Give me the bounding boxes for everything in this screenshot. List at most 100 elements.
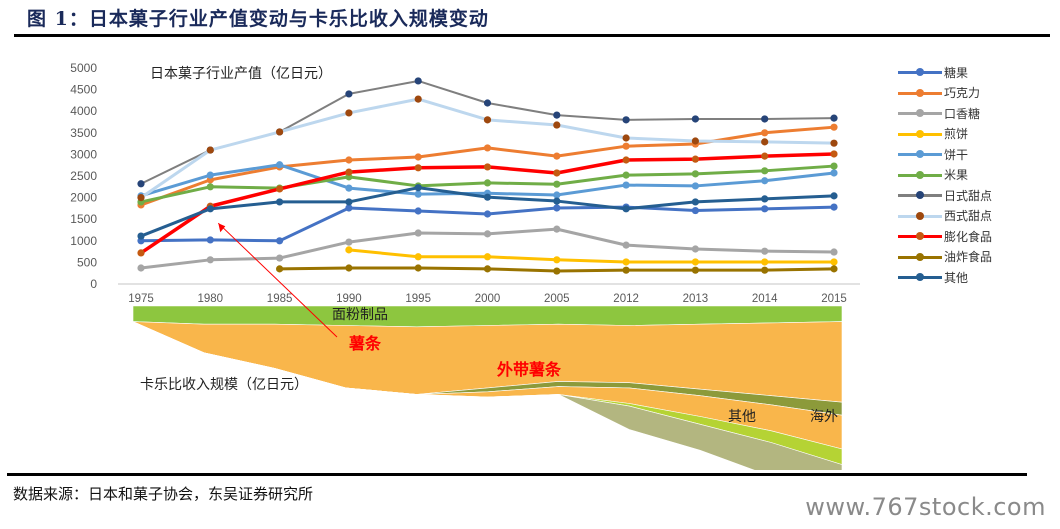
data-point (830, 150, 838, 158)
legend-item: 巧克力 (898, 83, 992, 104)
data-point (691, 198, 700, 206)
data-point (691, 245, 700, 253)
data-point (276, 254, 284, 262)
data-point (553, 256, 561, 264)
series-3 (345, 246, 838, 266)
series-10 (137, 184, 838, 240)
data-point (691, 206, 700, 215)
x-tick-label: 2012 (613, 293, 639, 305)
data-point (553, 204, 561, 212)
x-tick-label: 1995 (405, 293, 431, 305)
data-point (483, 265, 492, 273)
data-point (414, 184, 422, 192)
data-point (553, 197, 561, 205)
data-point (830, 123, 838, 131)
data-point (691, 155, 700, 163)
x-tick-label: 2013 (683, 293, 709, 305)
data-point (345, 168, 353, 176)
y-tick-label: 2500 (70, 169, 97, 183)
data-point (206, 236, 214, 244)
data-point (761, 129, 769, 137)
x-tick-label: 1980 (198, 293, 224, 305)
data-point (483, 193, 492, 201)
data-point (483, 99, 492, 107)
legend-label: 口香糖 (944, 106, 981, 121)
legend-swatch (898, 211, 942, 221)
x-tick-label: 1985 (267, 293, 293, 305)
data-point (414, 229, 422, 237)
area-label-overseas: 海外 (810, 409, 838, 425)
area-chart-title: 卡乐比收入规模（亿日元） (140, 377, 308, 393)
y-tick-label: 4000 (70, 104, 97, 118)
legend-item: 西式甜点 (898, 206, 992, 227)
legend-label: 膨化食品 (944, 229, 993, 244)
source-note: 数据来源：日本和菓子协会，东吴证券研究所 (13, 485, 314, 503)
data-point (414, 207, 422, 215)
area-label-other: 其他 (728, 409, 756, 425)
data-point (691, 170, 700, 178)
data-point (830, 258, 838, 266)
area-label-takeout-fries: 外带薯条 (496, 360, 562, 379)
line-chart-axes: 0 500 1000 1500 2000 2500 3000 3500 4000 4500 5000… (70, 61, 860, 305)
y-tick-label: 3500 (70, 126, 97, 140)
data-point (206, 146, 214, 154)
legend-label: 饼干 (944, 147, 969, 162)
chart-canvas: 0 500 1000 1500 2000 2500 3000 3500 4000 4500 5000… (70, 61, 860, 470)
legend-item: 日式甜点 (898, 185, 992, 206)
data-point (345, 90, 353, 98)
area-chart (132, 305, 843, 470)
data-point (553, 225, 561, 233)
data-point (483, 144, 492, 152)
data-point (483, 163, 492, 171)
legend-label: 煎饼 (944, 127, 969, 142)
data-point (691, 182, 700, 190)
data-point (276, 185, 284, 193)
data-point (691, 266, 700, 274)
figure-title: 图 1：日本菓子行业产值变动与卡乐比收入规模变动 (27, 8, 489, 30)
legend-label: 糖果 (944, 65, 969, 80)
data-point (553, 180, 561, 188)
data-point (137, 194, 145, 202)
annotation-arrowhead (218, 223, 226, 233)
y-tick-label: 4500 (70, 83, 97, 97)
data-point (830, 203, 838, 211)
data-point (622, 142, 630, 150)
data-point (761, 177, 769, 185)
data-point (345, 198, 353, 206)
data-point (553, 267, 561, 275)
series-7 (137, 95, 838, 202)
y-tick-label: 5000 (70, 61, 97, 75)
data-point (761, 138, 769, 146)
data-point (483, 116, 492, 124)
data-point (761, 115, 769, 123)
legend-item: 糖果 (898, 62, 992, 83)
y-tick-label: 0 (90, 277, 97, 291)
legend-label: 日式甜点 (944, 188, 993, 203)
data-point (345, 156, 353, 164)
watermark: www.767stock.com (805, 493, 1046, 521)
x-tick-label: 1975 (128, 293, 154, 305)
legend-swatch (898, 88, 942, 98)
legend-item: 油炸食品 (898, 247, 992, 268)
data-point (761, 152, 769, 160)
data-point (414, 95, 422, 103)
x-tick-label: 2005 (544, 293, 570, 305)
data-point (276, 128, 284, 136)
legend-swatch (898, 67, 942, 77)
data-point (622, 181, 630, 189)
legend: 糖果 巧克力 口香糖 煎饼 饼干 米果 日式甜点 西式甜点 膨化食品 油炸食品 其他 (898, 62, 992, 288)
data-point (206, 171, 214, 179)
data-point (345, 238, 353, 246)
data-point (622, 266, 630, 274)
legend-item: 饼干 (898, 144, 992, 165)
data-point (830, 192, 838, 200)
data-point (345, 109, 353, 117)
x-tick-label: 2015 (821, 293, 847, 305)
data-point (622, 134, 630, 142)
data-point (553, 121, 561, 129)
data-point (206, 183, 214, 191)
data-point (622, 171, 630, 179)
data-point (206, 256, 214, 264)
source-rule (7, 473, 1027, 476)
legend-item: 煎饼 (898, 124, 992, 145)
